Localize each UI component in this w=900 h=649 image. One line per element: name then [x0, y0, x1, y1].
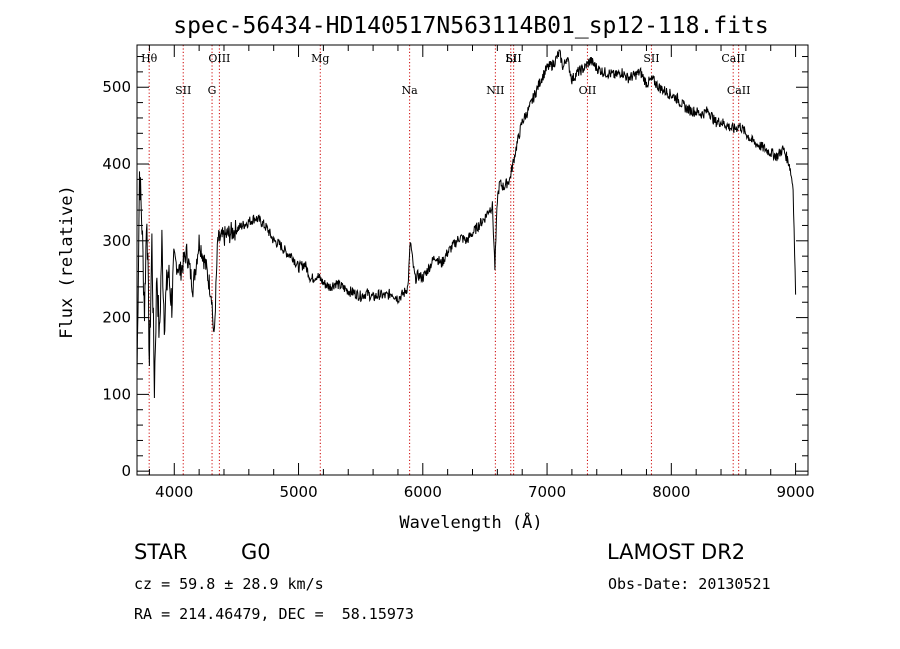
ra-dec-coordinates: RA = 214.46479, DEC = 58.15973 — [134, 605, 414, 623]
chart-title: spec-56434-HD140517N563114B01_sp12-118.f… — [173, 13, 768, 39]
line-marker-label: G — [208, 84, 217, 97]
line-marker-label: Li — [505, 52, 516, 65]
spectrum-line — [136, 49, 797, 399]
x-axis-label: Wavelength (Å) — [399, 511, 542, 533]
line-marker-label: CaII — [727, 84, 751, 97]
y-tick-label: 300 — [102, 232, 131, 250]
line-marker-label: NII — [486, 84, 504, 97]
survey-name: LAMOST DR2 — [607, 540, 746, 564]
x-tick-label: 6000 — [404, 483, 442, 501]
line-marker-label: Hθ — [141, 52, 158, 65]
line-marker-label: CaII — [721, 52, 745, 65]
x-tick-label: 7000 — [528, 483, 566, 501]
line-marker-label: Mg — [311, 52, 329, 65]
line-marker-label: OIII — [208, 52, 230, 65]
x-tick-label: 5000 — [279, 483, 317, 501]
y-tick-label: 500 — [102, 78, 131, 96]
line-marker-label: SII — [506, 52, 522, 65]
object-type: STAR — [134, 540, 188, 564]
line-marker-label: Na — [402, 84, 419, 97]
x-tick-label: 9000 — [776, 483, 814, 501]
line-marker-label: OII — [579, 84, 597, 97]
y-axis-label: Flux (relative) — [57, 185, 77, 339]
y-tick-label: 0 — [121, 462, 131, 480]
y-tick-label: 400 — [102, 155, 131, 173]
y-tick-label: 100 — [102, 385, 131, 403]
spectral-subclass: G0 — [241, 540, 271, 564]
line-marker-label: SII — [175, 84, 191, 97]
redshift-velocity: cz = 59.8 ± 28.9 km/s — [134, 575, 324, 593]
observation-date: Obs-Date: 20130521 — [608, 575, 771, 593]
y-tick-label: 200 — [102, 309, 131, 327]
x-tick-label: 4000 — [155, 483, 193, 501]
x-tick-label: 8000 — [652, 483, 690, 501]
line-marker-label: SII — [643, 52, 659, 65]
